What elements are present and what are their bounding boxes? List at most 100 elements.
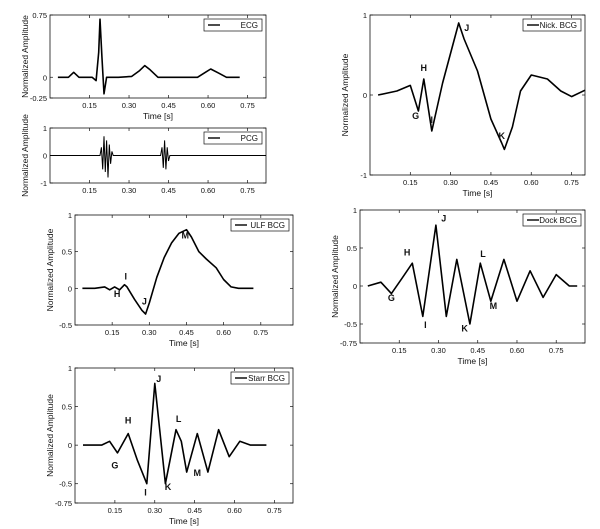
x-tick-label: 0.60	[524, 178, 539, 187]
wave-label-L: L	[176, 414, 182, 424]
series-line	[50, 136, 266, 178]
wave-label-M: M	[490, 301, 498, 311]
wave-label-G: G	[111, 460, 118, 470]
y-tick-label: 1	[363, 11, 367, 20]
wave-label-H: H	[421, 63, 428, 73]
x-tick-label: 0.15	[105, 328, 120, 337]
y-tick-label: -1	[40, 179, 47, 188]
y-axis-label: Normalized Amplitude	[45, 394, 55, 477]
y-tick-label: 1	[353, 206, 357, 215]
series-line	[367, 224, 578, 325]
x-tick-label: 0.15	[82, 186, 97, 195]
y-tick-label: 0	[68, 284, 72, 293]
x-tick-label: 0.75	[240, 101, 255, 110]
x-tick-label: 0.30	[142, 328, 157, 337]
wave-label-I: I	[125, 272, 128, 282]
x-tick-label: 0.45	[161, 101, 176, 110]
x-tick-label: 0.30	[147, 506, 162, 515]
y-tick-label: 1	[68, 364, 72, 373]
y-tick-label: -0.75	[55, 499, 72, 508]
panel-starr: 0.15 0.30 0.45 0.60 0.75 -0.75 -0.5 0 0.5 1 Time […	[45, 364, 294, 526]
series-line	[57, 18, 240, 95]
series-line	[82, 228, 254, 315]
wave-label-K: K	[165, 482, 172, 492]
y-axis-label: Normalized Amplitude	[45, 228, 55, 311]
panel-pcg: 0.15 0.30 0.45 0.60 0.75 -1 0 1 Normalized Ampli…	[20, 114, 267, 197]
y-tick-label: 0.75	[32, 11, 47, 20]
y-tick-label: -0.5	[344, 320, 357, 329]
x-tick-label: 0.30	[122, 186, 137, 195]
panel-ecg: 0.15 0.30 0.45 0.60 0.75 -0.25 0 0.75 Time [s] No…	[20, 11, 267, 121]
y-tick-label: -0.25	[30, 94, 47, 103]
y-tick-label: 0	[68, 441, 72, 450]
x-tick-label: 0.15	[392, 346, 407, 355]
legend-label: ECG	[241, 21, 258, 30]
x-tick-label: 0.60	[201, 101, 216, 110]
legend-box	[522, 18, 582, 32]
x-tick-label: 0.45	[179, 328, 194, 337]
x-tick-label: 0.45	[187, 506, 202, 515]
legend-label: Dock BCG	[539, 216, 577, 225]
wave-label-H: H	[404, 248, 411, 258]
wave-label-J: J	[464, 23, 469, 33]
x-tick-label: 0.45	[470, 346, 485, 355]
y-tick-label: -0.5	[59, 480, 72, 489]
y-tick-label: 0	[363, 91, 367, 100]
plot-frame	[359, 209, 586, 344]
wave-label-K: K	[461, 324, 468, 334]
y-tick-label: 0	[43, 152, 47, 161]
x-tick-label: 0.15	[82, 101, 97, 110]
x-tick-label: 0.60	[216, 328, 231, 337]
series-line	[377, 22, 586, 151]
y-tick-label: 1	[43, 124, 47, 133]
y-tick-label: -0.75	[340, 339, 357, 348]
y-axis-label: Normalized Amplitude	[330, 235, 340, 318]
x-tick-label: 0.30	[122, 101, 137, 110]
x-axis-label: Time [s]	[169, 338, 199, 348]
legend-label: PCG	[241, 134, 258, 143]
legend-label: Starr BCG	[248, 374, 285, 383]
wave-label-K: K	[498, 131, 505, 141]
plot-frame	[74, 367, 294, 504]
x-axis-label: Time [s]	[169, 516, 199, 526]
x-axis-label: Time [s]	[143, 111, 173, 121]
legend-box	[230, 218, 290, 232]
wave-label-I: I	[431, 115, 434, 125]
y-tick-label: 0.5	[62, 403, 72, 412]
x-tick-label: 0.60	[227, 506, 242, 515]
wave-label-J: J	[156, 374, 161, 384]
wave-label-I: I	[424, 320, 427, 330]
legend-box	[230, 371, 290, 385]
x-tick-label: 0.75	[564, 178, 579, 187]
x-tick-label: 0.45	[484, 178, 499, 187]
wave-label-G: G	[412, 111, 419, 121]
plot-frame	[74, 214, 294, 326]
wave-label-M: M	[194, 468, 202, 478]
x-tick-label: 0.60	[510, 346, 525, 355]
y-tick-label: 0	[43, 73, 47, 82]
series-line	[83, 382, 267, 485]
y-tick-label: 0.5	[347, 244, 357, 253]
wave-label-H: H	[114, 289, 121, 299]
plot-frame	[369, 14, 586, 176]
legend-box	[203, 131, 263, 145]
wave-label-M: M	[181, 230, 189, 240]
y-tick-label: 1	[68, 211, 72, 220]
x-tick-label: 0.75	[549, 346, 564, 355]
wave-label-I: I	[144, 487, 147, 497]
y-tick-label: 0	[353, 282, 357, 291]
wave-label-J: J	[441, 213, 446, 223]
y-axis-label: Normalized Amplitude	[20, 15, 30, 98]
x-tick-label: 0.75	[253, 328, 268, 337]
y-tick-label: 0.5	[62, 248, 72, 257]
panel-nick: 0.15 0.30 0.45 0.60 0.75 -1 0 1 Time [s] Normaliz…	[340, 11, 586, 198]
wave-label-G: G	[388, 293, 395, 303]
x-tick-label: 0.45	[161, 186, 176, 195]
wave-label-J: J	[142, 296, 147, 306]
x-tick-label: 0.15	[403, 178, 418, 187]
y-axis-label: Normalized Amplitude	[20, 114, 30, 197]
legend-box	[203, 18, 263, 32]
x-tick-label: 0.75	[267, 506, 282, 515]
x-tick-label: 0.60	[201, 186, 216, 195]
